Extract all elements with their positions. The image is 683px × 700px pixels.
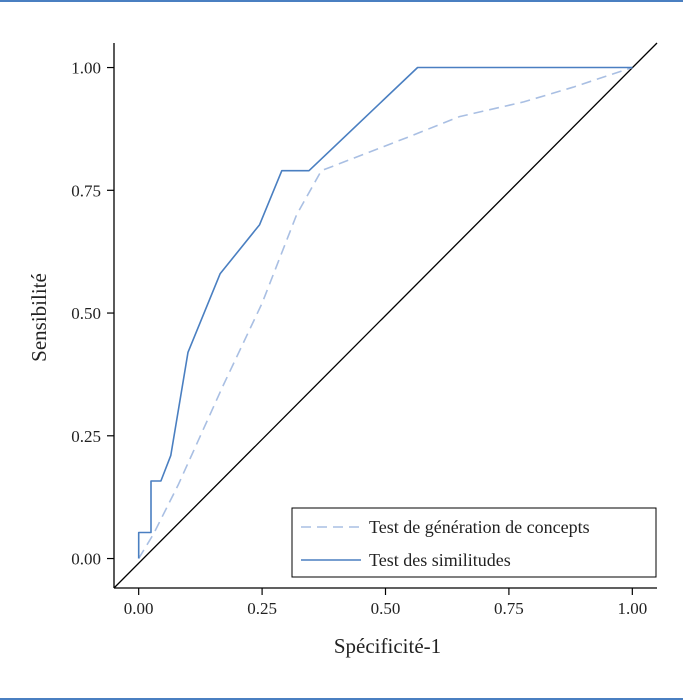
axes bbox=[113, 42, 658, 589]
top-border bbox=[0, 0, 683, 2]
legend-label-concepts: Test de génération de concepts bbox=[369, 517, 590, 537]
diagonal-reference-line bbox=[113, 42, 658, 589]
series-layer bbox=[137, 66, 633, 559]
y-tick-label: 1.00 bbox=[71, 59, 101, 78]
x-tick-label: 1.00 bbox=[617, 599, 647, 618]
legend-label-similitudes: Test des similitudes bbox=[369, 550, 511, 570]
y-tick-label: 0.75 bbox=[71, 181, 101, 200]
x-tick-label: 0.25 bbox=[247, 599, 277, 618]
series-line-similitudes bbox=[137, 66, 633, 559]
legend: Test de génération de concepts Test des … bbox=[291, 507, 657, 578]
series-line-concepts bbox=[138, 66, 633, 559]
x-tick-label: 0.75 bbox=[494, 599, 524, 618]
x-axis-title: Spécificité-1 bbox=[334, 634, 441, 658]
x-tick-label: 0.50 bbox=[371, 599, 401, 618]
y-tick-label: 0.50 bbox=[71, 304, 101, 323]
ticks: 0.00 0.25 0.50 0.75 1.00 0.00 0.25 0.50 0.75 1.00 bbox=[71, 59, 647, 618]
legend-box bbox=[291, 507, 657, 578]
y-tick-label: 0.25 bbox=[71, 427, 101, 446]
y-tick-label: 0.00 bbox=[71, 550, 101, 569]
y-axis-title: Sensibilité bbox=[27, 273, 51, 362]
x-tick-label: 0.00 bbox=[124, 599, 154, 618]
bottom-border bbox=[0, 698, 683, 700]
